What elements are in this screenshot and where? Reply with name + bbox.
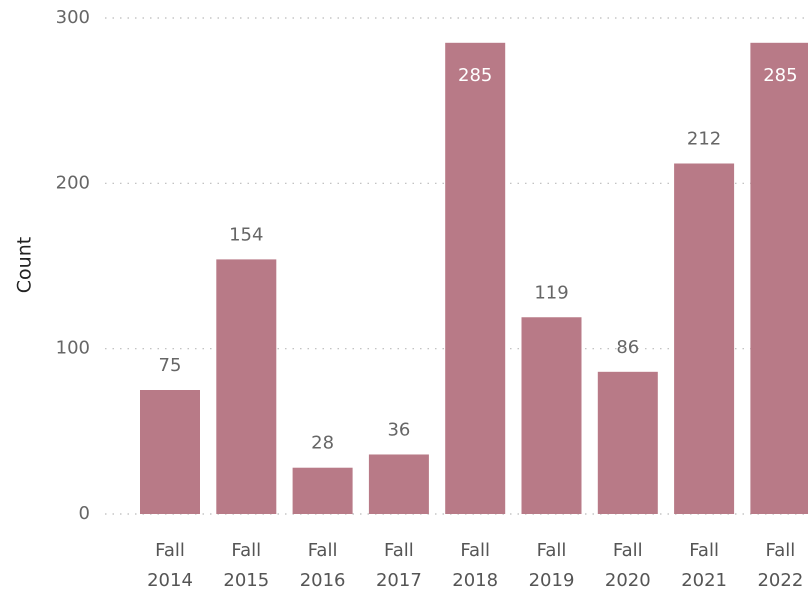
x-tick-label: Fall 2019 [528, 540, 575, 591]
x-tick-label: Fall 2018 [452, 540, 499, 591]
data-label: 212 [687, 128, 721, 149]
y-tick-label: 300 [56, 7, 90, 28]
bar [368, 454, 429, 514]
x-tick-label: Fall 2017 [375, 540, 422, 591]
bar [140, 390, 200, 514]
x-tick-label: Fall 2020 [604, 540, 651, 591]
data-label: 119 [534, 282, 568, 303]
y-tick-label: 200 [56, 172, 90, 193]
data-label: 28 [311, 433, 334, 454]
x-tick-label: Fall 2015 [223, 540, 270, 591]
y-tick-label: 0 [79, 503, 90, 524]
data-label: 36 [387, 419, 410, 440]
data-label: 75 [159, 355, 182, 376]
bar [292, 467, 353, 514]
x-tick-label: Fall 2014 [147, 540, 193, 591]
bar [674, 163, 735, 514]
data-label: 154 [229, 224, 263, 245]
bar [445, 42, 506, 515]
x-tick-label: Fall 2022 [757, 540, 804, 591]
x-tick-label: Fall 2016 [299, 540, 346, 591]
bar [521, 317, 582, 514]
data-label: 86 [616, 337, 639, 358]
bar [597, 371, 658, 514]
y-tick-label: 100 [56, 338, 90, 359]
bar [216, 259, 277, 514]
x-tick-label: Fall 2021 [681, 540, 727, 591]
y-axis-label: Count [14, 237, 36, 293]
data-label: 285 [763, 65, 797, 86]
data-label: 285 [458, 65, 492, 86]
bar [750, 42, 808, 515]
